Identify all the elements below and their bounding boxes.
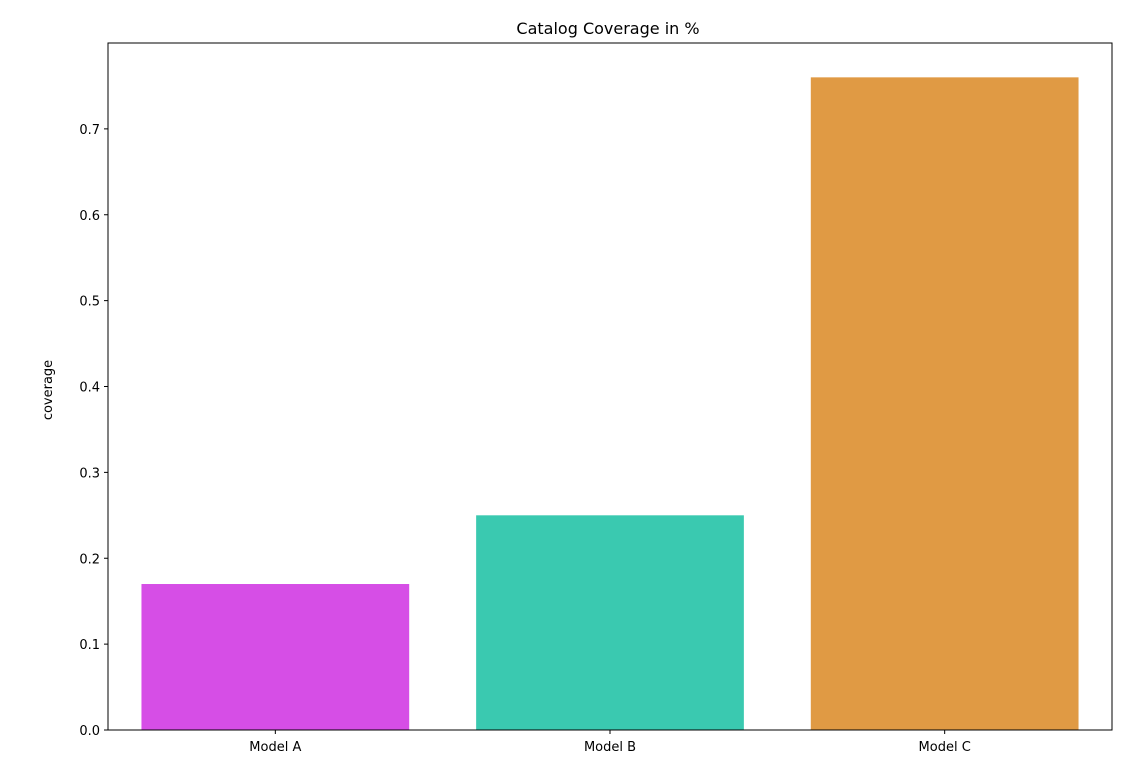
x-axis-ticks: Model A Model B Model C <box>249 730 971 755</box>
x-tick-label: Model A <box>249 740 301 755</box>
y-tick-label: 0.5 <box>79 295 100 310</box>
y-tick-label: 0.4 <box>79 381 100 396</box>
bars-group <box>141 77 1079 731</box>
y-tick-label: 0.3 <box>79 466 100 481</box>
y-tick-label: 0.0 <box>79 724 100 739</box>
y-axis-label: coverage <box>41 360 56 420</box>
x-tick-label: Model B <box>584 740 636 755</box>
bar-model-a <box>141 584 410 730</box>
y-axis-ticks: 0.0 0.1 0.2 0.3 0.4 0.5 0.6 0.7 <box>79 123 108 739</box>
y-tick-label: 0.6 <box>79 209 100 224</box>
y-tick-label: 0.2 <box>79 552 100 567</box>
y-tick-label: 0.7 <box>79 123 100 138</box>
y-tick-label: 0.1 <box>79 638 100 653</box>
bar-model-c <box>810 77 1079 731</box>
bar-model-b <box>476 515 744 730</box>
chart-title: Catalog Coverage in % <box>516 19 699 38</box>
plot-frame <box>107 42 1113 731</box>
x-tick-label: Model C <box>919 740 971 755</box>
